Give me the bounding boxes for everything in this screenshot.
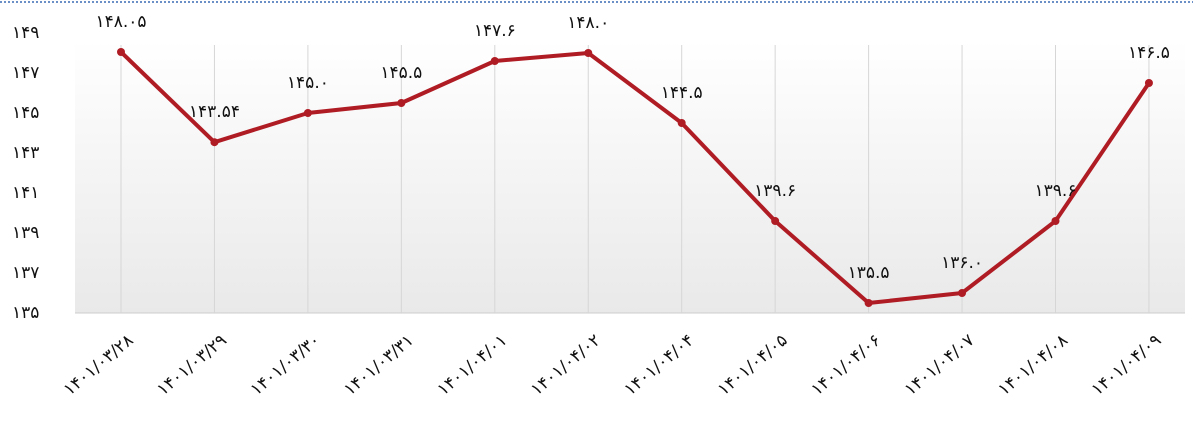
data-label: ۱۴۸.۰ (567, 13, 609, 33)
x-tick-label: ۱۴۰۱/۰۴/۰۶ (807, 330, 885, 400)
y-tick-label: ۱۳۷ (12, 263, 39, 283)
y-tick-label: ۱۳۵ (12, 303, 39, 323)
x-tick-label: ۱۴۰۱/۰۳/۲۹ (153, 330, 231, 400)
x-tick-label: ۱۴۰۱/۰۴/۰۱ (434, 330, 512, 400)
plot-area (75, 40, 1185, 313)
data-label: ۱۳۹.۶ (754, 181, 796, 201)
point (677, 119, 686, 127)
data-label: ۱۴۶.۵ (1128, 43, 1170, 63)
point (303, 109, 312, 117)
point (1051, 217, 1060, 225)
x-tick-label: ۱۴۰۱/۰۳/۳۱ (340, 330, 418, 400)
y-tick-label: ۱۴۹ (12, 23, 39, 43)
point (864, 299, 873, 307)
point (958, 289, 967, 297)
point (210, 138, 219, 147)
point (117, 48, 125, 56)
y-tick-label: ۱۴۱ (12, 183, 39, 203)
point (584, 49, 593, 57)
point (490, 57, 499, 65)
point (397, 99, 406, 107)
data-label: ۱۴۳.۵۴ (189, 102, 240, 122)
line (119, 50, 1151, 305)
x-tick-label: ۱۴۰۱/۰۴/۰۲ (527, 330, 605, 400)
data-label: ۱۳۵.۵ (848, 263, 890, 283)
x-tick-label: ۱۴۰۱/۰۴/۰۴ (621, 330, 699, 400)
y-tick-label: ۱۳۹ (12, 223, 39, 243)
x-tick-label: ۱۴۰۱/۰۴/۰۹ (1088, 330, 1166, 400)
data-label: ۱۴۵.۵ (380, 63, 422, 83)
data-label: ۱۴۵.۰ (287, 73, 329, 93)
x-tick-label: ۱۴۰۱/۰۴/۰۷ (901, 330, 979, 400)
x-tick-label: ۱۴۰۱/۰۳/۲۸ (60, 330, 138, 400)
x-tick-label: ۱۴۰۱/۰۴/۰۵ (714, 330, 792, 400)
data-label: ۱۴۴.۵ (661, 83, 703, 103)
point (771, 217, 780, 225)
data-label: ۱۳۶.۰ (941, 253, 983, 273)
data-label: ۱۴۷.۶ (474, 21, 516, 41)
point (1144, 79, 1153, 87)
x-tick-label: ۱۴۰۱/۰۳/۳۰ (247, 330, 325, 400)
y-tick-label: ۱۴۷ (12, 63, 39, 83)
data-label: ۱۴۸.۰۵ (95, 12, 146, 32)
x-tick-label: ۱۴۰۱/۰۴/۰۸ (994, 330, 1072, 400)
y-tick-label: ۱۴۳ (12, 143, 39, 163)
y-tick-label: ۱۴۵ (12, 103, 39, 123)
data-label: ۱۳۹.۶ (1035, 181, 1077, 201)
